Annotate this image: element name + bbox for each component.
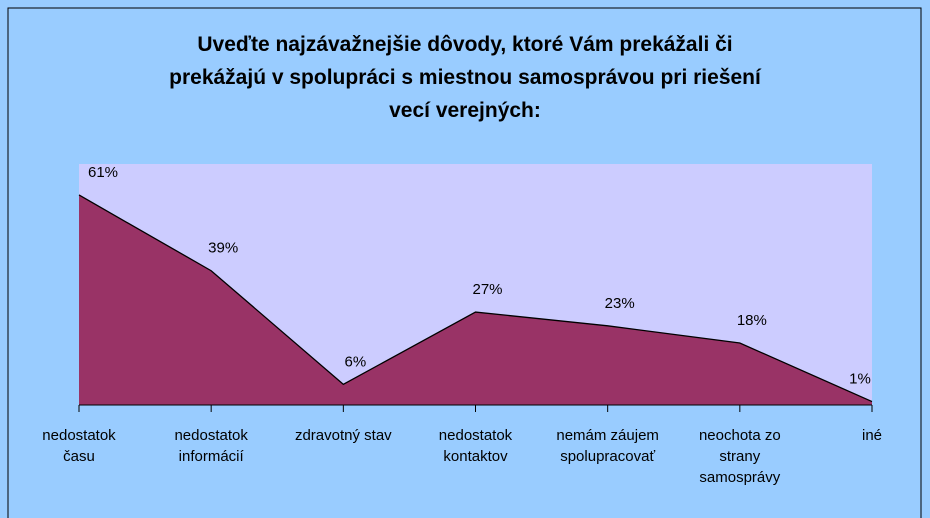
data-label: 27% <box>472 281 502 298</box>
x-tick-label: nedostatok kontaktov <box>438 427 513 465</box>
data-label: 18% <box>737 312 767 329</box>
area-line <box>78 194 873 403</box>
x-tick-label: iné <box>861 427 883 444</box>
x-tick-label: nedostatok času <box>42 427 116 465</box>
data-label: 23% <box>605 295 635 312</box>
data-label: 61% <box>88 164 118 181</box>
x-tick-label: neochota zo strany samosprávy <box>698 427 781 486</box>
data-label: 6% <box>344 353 366 370</box>
x-tick-label: zdravotný stav <box>294 427 392 444</box>
x-tick-label: nemám záujem spolupracovať <box>556 427 659 465</box>
chart-title: Uveďte najzávažnejšie dôvody, ktoré Vám … <box>169 33 761 122</box>
data-label: 1% <box>849 371 871 388</box>
area-fill <box>79 194 872 405</box>
x-tick-label: nedostatok informácií <box>174 427 248 465</box>
chart-border <box>7 7 922 518</box>
data-label: 39% <box>208 240 238 257</box>
